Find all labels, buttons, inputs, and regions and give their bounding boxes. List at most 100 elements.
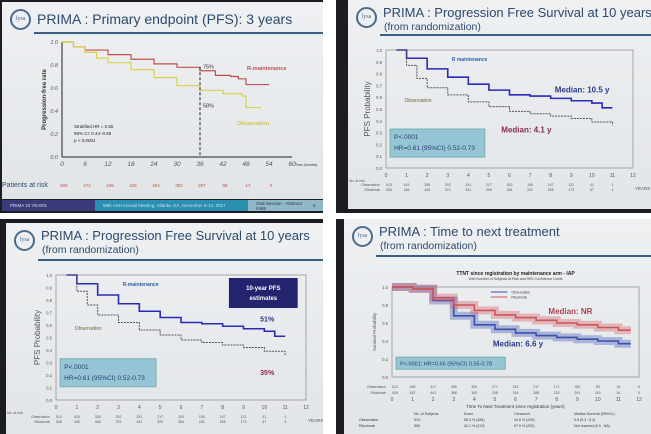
at-risk-value: 217 [486,183,492,187]
x-tick-label: 4 [467,173,470,179]
at-risk-row-label: Observation [31,415,50,419]
x-tick-label: 2 [96,405,99,411]
x-tick-label: 6 [83,161,87,168]
at-risk-value: 356 [451,385,457,389]
at-risk-value: 302 [175,183,183,188]
y-tick-label: 0.0 [50,155,59,161]
x-tick-label: 11 [610,173,615,179]
at-risk-row-label: Rituximab [34,420,50,424]
x-tick-label: 30 [173,161,181,168]
y-tick-label: 0.1 [376,154,383,159]
at-risk-label: No. at risk [7,411,23,415]
at-risk-value: 338 [95,415,101,419]
at-risk-value: 1 [284,415,286,419]
at-risk-value: 331 [465,188,471,192]
at-risk-value: 6 [638,385,640,389]
y-tick-label: 0.8 [46,298,53,303]
slide-photo-ttnt: lysa PRIMA : Time to next treatment (fro… [336,219,651,434]
at-risk-value: 200 [178,415,184,419]
x-axis-label: Time To Next Treatment since registratio… [466,404,565,409]
y-tick-label: 1.0 [382,285,389,290]
slide-title: PRIMA : Time to next treatment [379,224,560,239]
y-tick-label: 0.6 [50,86,59,92]
summary-table-header: No. of Subjects [414,412,439,416]
stats-text: p < 0.0001 [73,138,96,143]
at-risk-value: 251 [136,415,142,419]
at-risk-value: 331 [136,420,142,424]
lysa-logo: lysa [352,226,373,247]
y-tick-label: 0.0 [382,375,389,380]
annotation-observation: 58% [203,104,214,110]
at-risk-value: 207 [198,183,206,188]
summary-table-cell: 57.9 % (292) [514,424,535,428]
y-tick-label: 0.9 [46,286,53,291]
y-tick-label: 1.0 [46,273,53,278]
y-axis-label: Progression-free rate [42,69,48,130]
summary-table-header: Median Survival (95%CL) [574,412,615,416]
stats-box [395,356,506,370]
x-tick-label: 3 [117,405,120,411]
at-risk-value: 445 [404,188,410,192]
y-tick-label: 1.0 [376,48,383,53]
x-tick-label: 0 [55,405,58,411]
x-tick-label: 8 [555,397,558,403]
series-label: Observation [237,121,270,127]
y-axis-label: Survival Probability [372,312,377,351]
at-risk-value: 419 [74,415,80,419]
x-tick-label: 10 [595,397,601,403]
summary-table-cell: 42.1 % (213) [464,424,485,428]
slide-photo-pfs-10y-medians: lysa PRIMA : Progression Free Survival a… [336,0,651,213]
chart-subtitle: With Number of Subjects at Risk and 95% … [469,277,563,281]
stats-box [59,358,157,388]
y-tick-label: 0.5 [376,107,383,112]
slide: lysa PRIMA : Progression Free Survival a… [6,223,323,434]
y-tick-label: 0.7 [46,311,53,316]
at-risk-value: 372 [445,188,451,192]
y-tick-label: 0.4 [382,339,389,344]
lysa-logo: lysa [14,230,35,251]
y-tick-label: 0.2 [376,142,383,147]
slide-title: PRIMA : Primary endpoint (PFS): 3 years [37,11,293,27]
x-tick-label: 12 [630,173,636,179]
y-tick-label: 0.4 [376,119,383,124]
slide-title: PRIMA : Progression Free Survival at 10 … [383,5,651,20]
x-tick-label: 1 [75,405,78,411]
y-tick-label: 1.0 [50,40,59,46]
at-risk-value: 505 [60,183,68,188]
at-risk-value: 467 [410,391,416,395]
y-tick-label: 0.7 [376,83,383,88]
y-tick-label: 0.8 [50,63,59,69]
at-risk-value: 208 [548,188,554,192]
plot-frame [391,286,640,378]
x-tick-label: 2 [426,173,429,179]
x-tick-label: 3 [446,173,449,179]
at-risk-value: 1 [611,183,613,187]
summary-table-cell: Rituximab [359,424,375,428]
at-risk-value: 122 [241,415,247,419]
at-risk-value: 425 [129,183,137,188]
at-risk-value: 292 [445,183,451,187]
at-risk-value: 122 [568,183,574,187]
x-axis-label: Time (months) [295,163,317,167]
slide-photo-pfs-10y-estimates: lysa PRIMA : Progression Free Survival a… [0,219,323,434]
legend-label: Rituximab [511,296,527,300]
series-line-observation [62,41,262,109]
summary-table-cell: Observation [359,418,378,422]
footer-center: 59th ASH Annual Meeting, Atlanta, GA, De… [95,200,248,211]
at-risk-value: 441 [430,391,436,395]
at-risk-value: 155 [527,183,533,187]
median-observation: Median: 4.1 y [501,126,552,135]
at-risk-value: 200 [507,183,513,187]
slide-title: PRIMA : Progression Free Survival at 10 … [41,228,310,243]
stats-text: P<.0001 [394,134,419,141]
title-rule [380,34,651,36]
at-risk-value: 388 [451,391,457,395]
title-rule [376,255,651,257]
x-tick-label: 11 [616,397,621,403]
at-risk-value: 251 [465,183,471,187]
slide: lysa PRIMA : Time to next treatment (fro… [344,219,651,434]
at-risk-value: 119 [595,391,601,395]
x-tick-label: 10 [262,405,268,411]
x-tick-label: 0 [60,161,64,168]
at-risk-value: 271 [492,385,498,389]
